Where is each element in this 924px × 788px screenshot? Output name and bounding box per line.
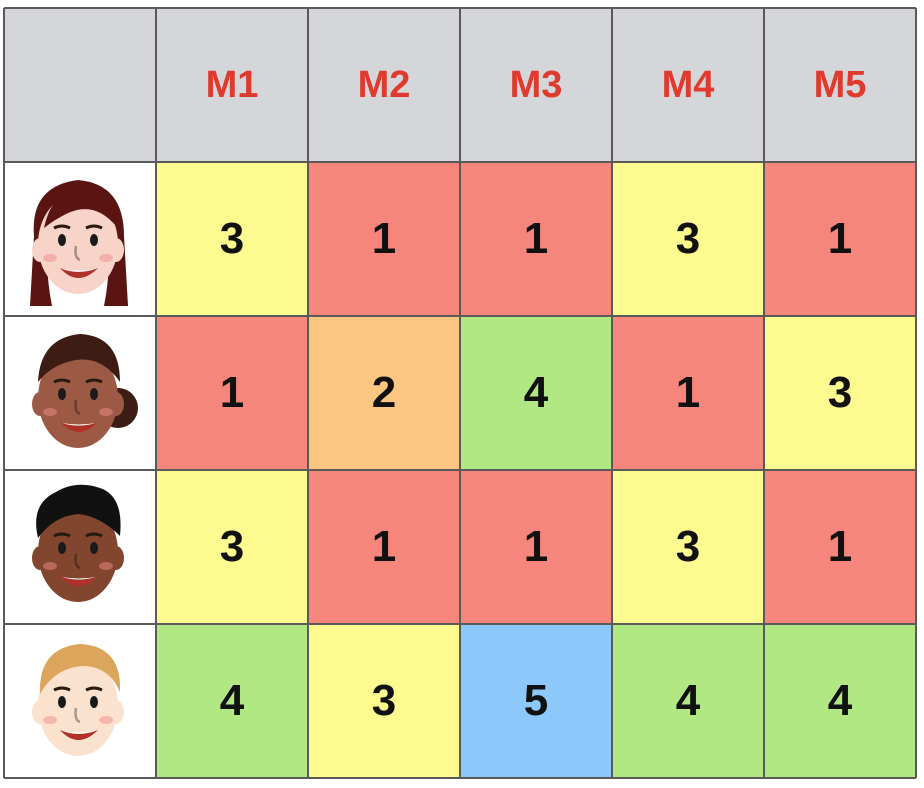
column-header-m4: M4 [612,8,764,162]
column-header-m5: M5 [764,8,916,162]
grid-line-horizontal [4,469,916,471]
table-cell-r2-m1: 1 [156,316,308,470]
grid-line-vertical [3,8,5,778]
table-cell-r3-m3: 1 [460,470,612,624]
grid-line-vertical [307,8,309,778]
column-header-m1: M1 [156,8,308,162]
table-cell-r1-m3: 1 [460,162,612,316]
table-cell-r4-m5: 4 [764,624,916,778]
table-cell-r1-m1: 3 [156,162,308,316]
grid-line-vertical [763,8,765,778]
man-curly-black-hair-face-icon [4,470,156,624]
grid-line-horizontal [4,777,916,779]
woman-long-brown-hair-face-icon [4,162,156,316]
table-cell-r2-m4: 1 [612,316,764,470]
man-blond-hair-face-icon [4,624,156,778]
grid-line-vertical [459,8,461,778]
grid-line-vertical [611,8,613,778]
table-cell-r3-m5: 1 [764,470,916,624]
table-cell-r4-m4: 4 [612,624,764,778]
table-cell-r4-m2: 3 [308,624,460,778]
table-cell-r3-m1: 3 [156,470,308,624]
grid-line-horizontal [4,623,916,625]
table-cell-r3-m2: 1 [308,470,460,624]
grid-line-horizontal [4,315,916,317]
grid-line-vertical [915,8,917,778]
table-cell-r2-m2: 2 [308,316,460,470]
grid-line-horizontal [4,7,916,9]
table-cell-r4-m1: 4 [156,624,308,778]
column-header-m3: M3 [460,8,612,162]
table-cell-r3-m4: 3 [612,470,764,624]
table-cell-r1-m2: 1 [308,162,460,316]
corner-header-cell [4,8,156,162]
table-cell-r1-m4: 3 [612,162,764,316]
table-cell-r2-m3: 4 [460,316,612,470]
table-cell-r1-m5: 1 [764,162,916,316]
column-header-m2: M2 [308,8,460,162]
table-cell-r2-m5: 3 [764,316,916,470]
grid-line-vertical [155,8,157,778]
grid-line-horizontal [4,161,916,163]
table-cell-r4-m3: 5 [460,624,612,778]
woman-dark-skin-updo-face-icon [4,316,156,470]
